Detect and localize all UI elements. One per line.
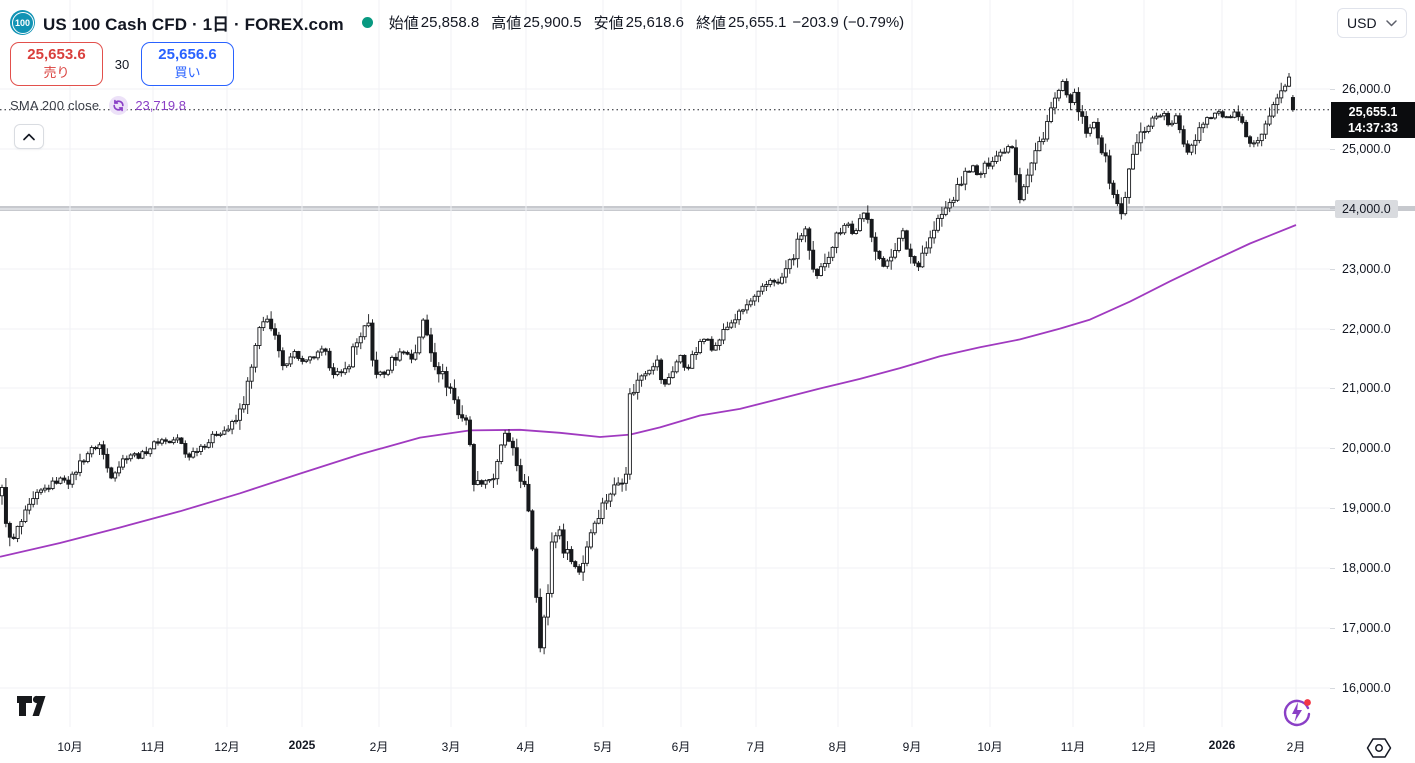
time-axis-label: 2月: [1286, 740, 1306, 754]
price-axis-label: 21,000.0: [1342, 381, 1391, 395]
candlestick-series: [0, 73, 1295, 655]
market-open-dot-icon[interactable]: [361, 17, 373, 28]
price-axis-label: 22,000.0: [1342, 322, 1391, 336]
price-axis-tick: [1330, 209, 1335, 210]
symbol-header: 100 US 100 Cash CFD · 1日 · FOREX.com 始値 2…: [10, 10, 906, 35]
tradingview-logo-icon: [17, 695, 46, 716]
open-value: 25,858.8: [420, 14, 480, 31]
time-axis-label: 10月: [977, 740, 1003, 754]
time-axis-label: 12月: [214, 740, 240, 754]
price-axis-label: 26,000.0: [1342, 82, 1391, 96]
candlestick-chart[interactable]: [0, 0, 1415, 727]
change-value: −203.9 (−0.79%): [792, 14, 905, 31]
indicator-row[interactable]: SMA 200 close 23,719.8: [10, 96, 186, 115]
low-value: 25,618.6: [625, 14, 684, 31]
time-axis-label: 7月: [746, 740, 766, 754]
indicator-name: SMA 200 close: [10, 98, 100, 113]
buy-label: 買い: [174, 65, 201, 80]
price-axis-tick: [1330, 89, 1335, 90]
time-axis-label: 2月: [369, 740, 389, 754]
sell-price: 25,653.6: [27, 46, 86, 63]
price-axis[interactable]: 25,655.1 14:37:33 26,000.0 25,000.0 24,000…: [1330, 0, 1415, 727]
close-value: 25,655.1: [728, 14, 787, 31]
low-label: 安値: [593, 15, 624, 32]
price-axis-label-highlighted: 24,000.0: [1335, 200, 1398, 218]
grid-lines: [0, 0, 1330, 727]
currency-selector[interactable]: USD: [1337, 8, 1407, 38]
last-price-label: 25,655.1 14:37:33: [1331, 102, 1415, 138]
indicator-loading-icon: [109, 96, 129, 115]
tradingview-logo[interactable]: [16, 692, 52, 725]
price-axis-tick: [1330, 448, 1335, 449]
indicator-value: 23,719.8: [135, 98, 186, 113]
price-axis-tick: [1330, 628, 1335, 629]
price-axis-label: 17,000.0: [1342, 621, 1391, 635]
price-axis-label: 25,000.0: [1342, 142, 1391, 156]
spread-value: 30: [114, 56, 130, 72]
trade-panel: 25,653.6 売り 30 25,656.6 買い: [10, 42, 234, 86]
time-axis-label: 2026: [1208, 738, 1236, 752]
high-label: 高値: [491, 15, 522, 32]
time-axis-label: 10月: [57, 740, 83, 754]
symbol-title[interactable]: US 100 Cash CFD · 1日 · FOREX.com: [43, 15, 344, 34]
flash-notification-button[interactable]: [1281, 696, 1313, 728]
ohlc-values: 始値 25,858.8 高値 25,900.5 安値 25,618.6 終値 25,65…: [389, 12, 906, 33]
last-price-value: 25,655.1: [1348, 105, 1398, 119]
lightning-icon: [1283, 699, 1311, 727]
sma-200-line[interactable]: [0, 224, 1297, 558]
high-value: 25,900.5: [523, 14, 582, 31]
time-axis-label: 9月: [902, 740, 922, 754]
price-axis-tick: [1330, 688, 1335, 689]
symbol-logo-text: 100: [14, 17, 31, 28]
open-label: 始値: [388, 15, 419, 32]
scale-settings-icon[interactable]: [1366, 737, 1392, 763]
time-axis-label: 8月: [828, 740, 848, 754]
time-axis-label: 6月: [671, 740, 691, 754]
price-axis-label: 20,000.0: [1342, 441, 1391, 455]
price-axis-tick: [1330, 568, 1335, 569]
price-axis-tick: [1330, 149, 1335, 150]
close-label: 終値: [696, 15, 727, 32]
bar-countdown: 14:37:33: [1347, 121, 1399, 135]
price-axis-tick: [1330, 329, 1335, 330]
time-axis-label: 5月: [593, 740, 613, 754]
buy-button[interactable]: 25,656.6 買い: [141, 42, 234, 86]
price-axis-label: 16,000.0: [1342, 681, 1391, 695]
price-axis-tick: [1330, 269, 1335, 270]
price-axis-tick: [1330, 508, 1335, 509]
time-axis-label: 11月: [1060, 740, 1086, 754]
time-axis-label: 12月: [1131, 740, 1157, 754]
chevron-up-icon: [23, 133, 35, 140]
price-axis-label: 23,000.0: [1342, 262, 1391, 276]
time-axis-label: 4月: [516, 740, 536, 754]
chevron-down-icon: [1386, 19, 1397, 26]
time-axis-label: 2025: [288, 738, 316, 752]
currency-value: USD: [1347, 15, 1377, 31]
time-axis-label: 3月: [441, 740, 461, 754]
price-axis-label: 19,000.0: [1342, 501, 1391, 515]
price-axis-tick: [1330, 388, 1335, 389]
price-axis-label: 18,000.0: [1342, 561, 1391, 575]
time-axis[interactable]: 10月 11月 12月 2025 2月 3月 4月 5月 6月 7月 8月 9月 10月 11月 12月 20…: [0, 727, 1415, 763]
time-axis-label: 11月: [140, 740, 166, 754]
symbol-logo-icon[interactable]: 100: [10, 10, 35, 35]
collapse-panel-button[interactable]: [14, 124, 44, 149]
buy-price: 25,656.6: [158, 46, 217, 63]
sell-button[interactable]: 25,653.6 売り: [10, 42, 103, 86]
sell-label: 売り: [43, 65, 70, 80]
